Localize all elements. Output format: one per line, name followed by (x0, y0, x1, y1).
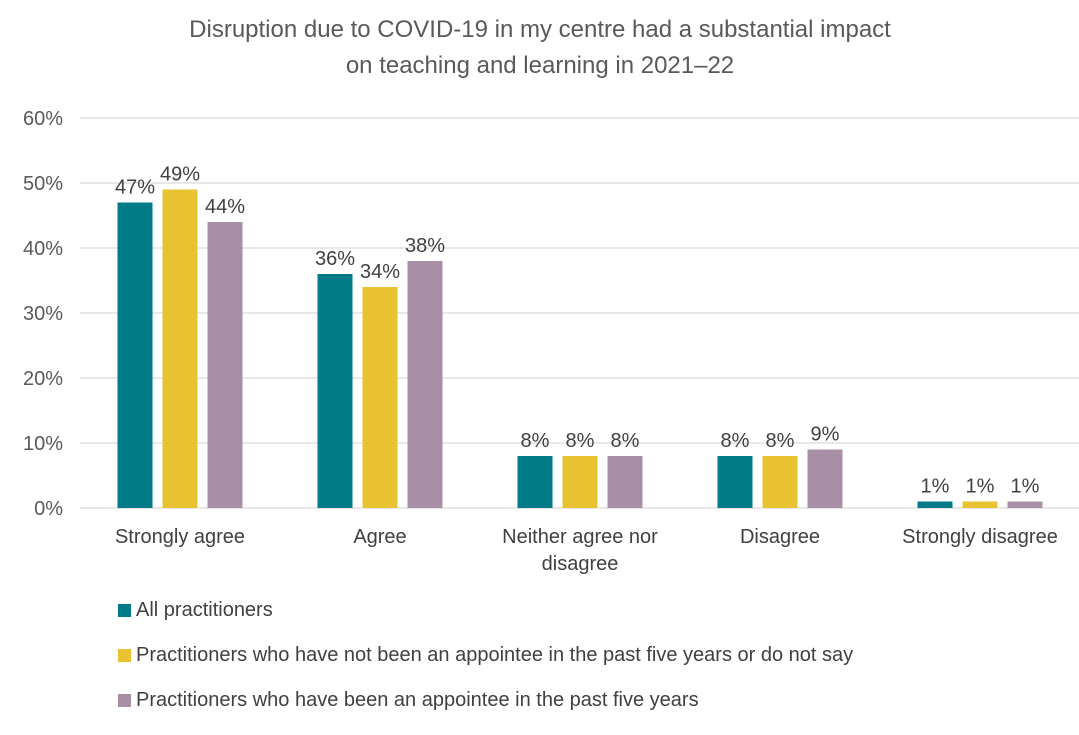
bar (917, 501, 953, 508)
y-tick-label: 30% (23, 303, 63, 325)
legend-item-appointees: Practitioners who have been an appointee… (118, 690, 853, 710)
category-label: disagree (542, 553, 619, 575)
bar (1007, 501, 1043, 508)
bar-chart: Disruption due to COVID-19 in my centre … (23, 16, 1079, 575)
bar (407, 261, 443, 508)
bar (562, 456, 598, 508)
bars (117, 189, 1043, 508)
gridlines (80, 117, 1079, 509)
category-label: Disagree (740, 526, 820, 548)
legend-label: Practitioners who have not been an appoi… (136, 644, 854, 666)
category-label: Agree (353, 526, 406, 548)
legend-item-non-appointees: Practitioners who have not been an appoi… (118, 645, 853, 665)
data-label: 36% (315, 248, 355, 270)
bar (807, 449, 843, 508)
data-label: 8% (611, 430, 640, 452)
bar (162, 189, 198, 508)
data-label: 44% (205, 196, 245, 218)
y-tick-label: 40% (23, 238, 63, 260)
data-label: 38% (405, 235, 445, 257)
data-label: 34% (360, 261, 400, 283)
data-label: 9% (811, 424, 840, 446)
data-label: 1% (921, 476, 950, 498)
data-label: 8% (521, 430, 550, 452)
category-labels: Strongly agree Agree Neither agree nor disa… (115, 526, 1058, 575)
y-tick-label: 10% (23, 433, 63, 455)
bar (117, 202, 153, 508)
chart-title-line: Disruption due to COVID-19 in my centre … (189, 16, 891, 43)
chart-title-line: on teaching and learning in 2021–22 (346, 52, 734, 79)
category-label: Strongly agree (115, 526, 245, 548)
category-label: Neither agree nor (502, 526, 658, 548)
bar (207, 222, 243, 508)
data-label: 8% (721, 430, 750, 452)
y-tick-label: 20% (23, 368, 63, 390)
data-labels: 47%49%44% 36%34%38% 8% 8% 8% 8% 8% 9% 1% 1% 1% (115, 164, 1040, 498)
bar (517, 456, 553, 508)
data-label: 1% (1011, 476, 1040, 498)
legend: All practitioners Practitioners who have… (118, 600, 853, 735)
y-tick-label: 60% (23, 108, 63, 130)
bar (762, 456, 798, 508)
legend-swatch (118, 693, 131, 707)
legend-label: Practitioners who have been an appointee… (136, 689, 699, 711)
y-axis-ticks: 0% 10% 20% 30% 40% 50% 60% (23, 108, 63, 520)
category-label: Strongly disagree (902, 526, 1058, 548)
data-label: 1% (966, 476, 995, 498)
bar (607, 456, 643, 508)
y-tick-label: 0% (34, 498, 63, 520)
y-tick-label: 50% (23, 173, 63, 195)
data-label: 8% (766, 430, 795, 452)
legend-swatch (118, 648, 131, 662)
bar (317, 274, 353, 508)
legend-label: All practitioners (136, 599, 273, 621)
legend-item-all-practitioners: All practitioners (118, 600, 853, 620)
chart-title: Disruption due to COVID-19 in my centre … (189, 16, 891, 79)
data-label: 8% (566, 430, 595, 452)
bar (962, 501, 998, 508)
data-label: 47% (115, 177, 155, 199)
data-label: 49% (160, 164, 200, 186)
bar (362, 287, 398, 508)
legend-swatch (118, 603, 131, 617)
bar (717, 456, 753, 508)
